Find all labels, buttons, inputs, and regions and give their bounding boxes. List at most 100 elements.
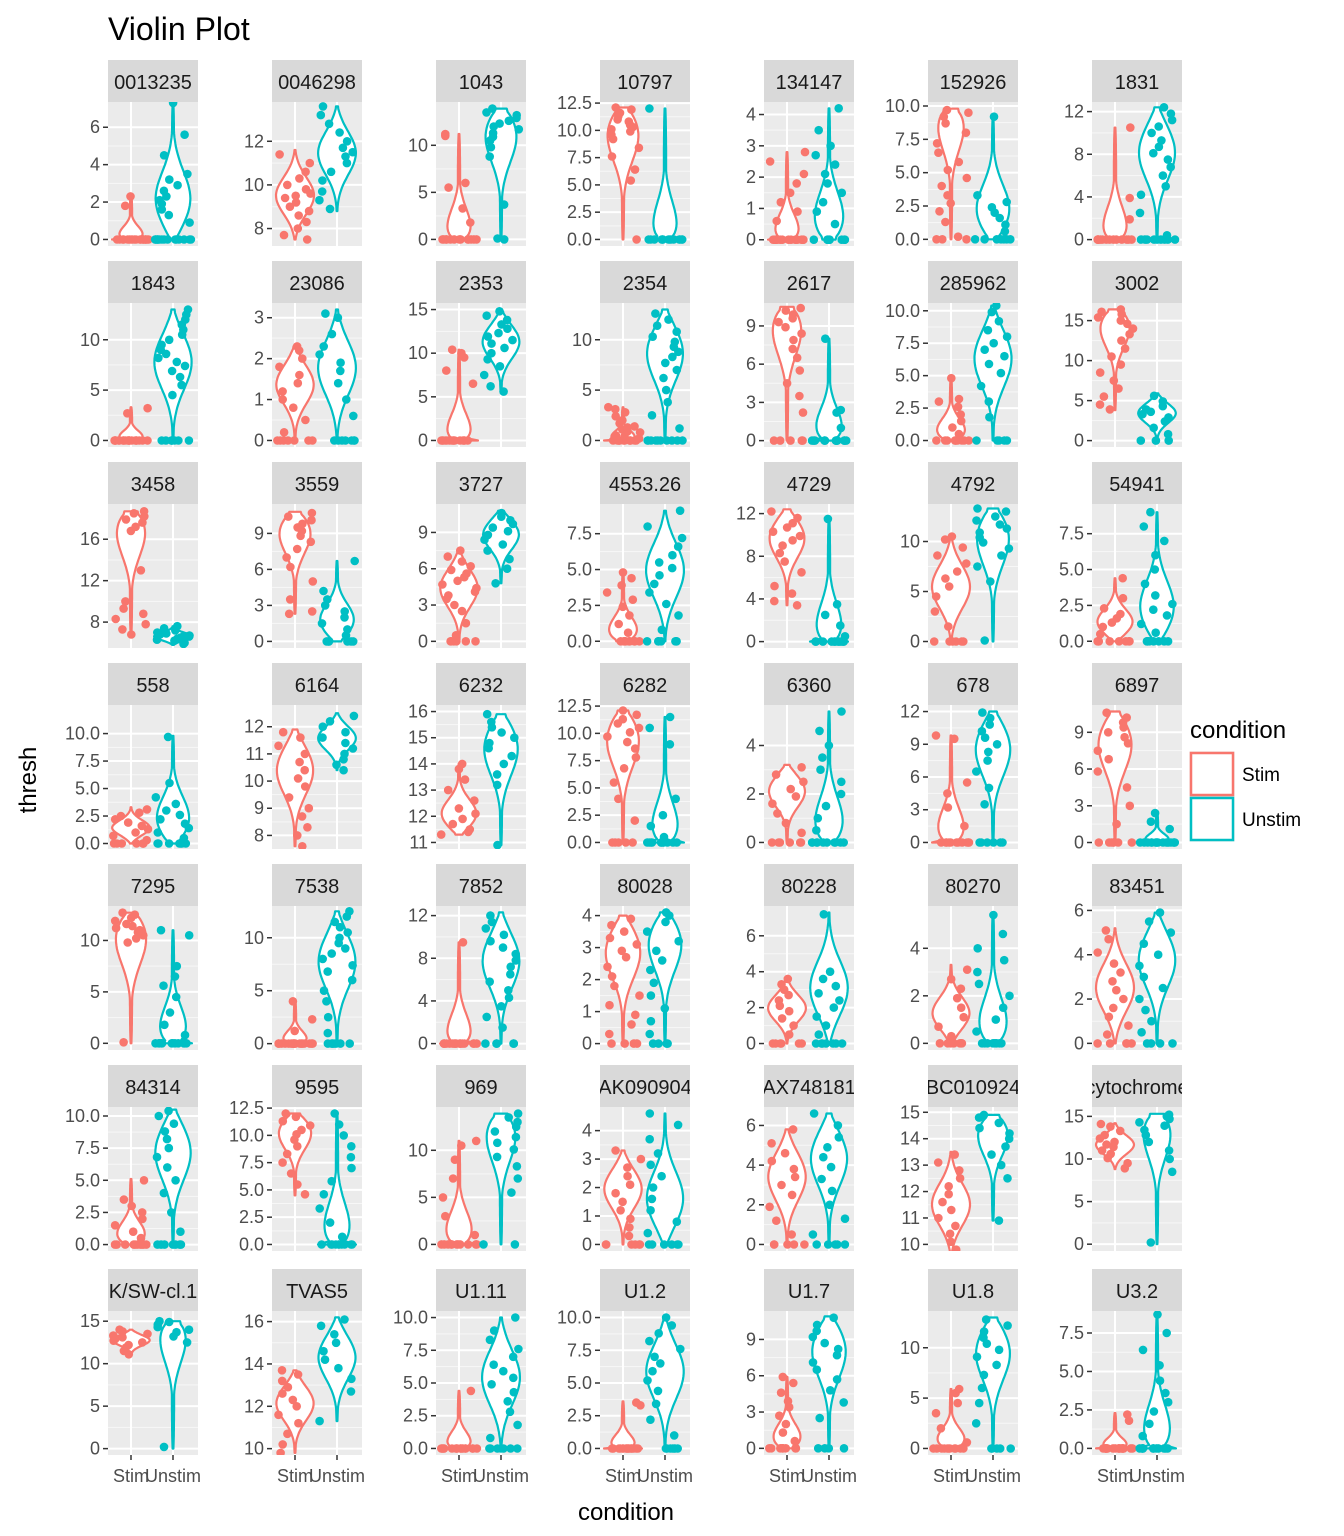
point-stim xyxy=(278,1389,287,1398)
point-stim xyxy=(1115,1126,1125,1136)
facet-strip xyxy=(108,663,198,705)
point-unstim xyxy=(1166,162,1175,172)
point-unstim xyxy=(327,329,337,339)
point-unstim xyxy=(654,1039,663,1048)
violin-layer xyxy=(274,102,358,244)
point-unstim xyxy=(183,169,192,179)
point-stim xyxy=(286,562,295,572)
point-unstim xyxy=(343,625,352,634)
point-stim xyxy=(933,551,942,560)
point-unstim xyxy=(814,125,823,135)
point-unstim xyxy=(975,1123,984,1133)
point-stim xyxy=(609,778,619,787)
point-unstim xyxy=(1159,637,1169,646)
point-stim xyxy=(1122,713,1131,722)
point-unstim xyxy=(834,1133,844,1142)
point-stim xyxy=(294,1418,303,1428)
point-unstim xyxy=(1164,413,1173,422)
point-unstim xyxy=(827,1186,837,1196)
point-stim xyxy=(1114,637,1124,646)
point-unstim xyxy=(832,436,842,445)
point-unstim xyxy=(186,235,196,244)
y-tick-label: 0 xyxy=(418,430,428,450)
point-stim xyxy=(931,731,941,740)
point-unstim xyxy=(813,813,823,823)
point-unstim xyxy=(652,946,661,956)
point-unstim xyxy=(1146,817,1156,826)
point-stim xyxy=(139,1176,149,1185)
point-stim xyxy=(1093,235,1103,244)
point-unstim xyxy=(974,1398,984,1408)
point-unstim xyxy=(991,512,1000,521)
point-stim xyxy=(279,428,289,437)
y-tick-label: 4 xyxy=(582,1121,592,1141)
point-unstim xyxy=(340,613,349,622)
violin-layer xyxy=(769,303,851,445)
point-stim xyxy=(1116,305,1126,314)
point-unstim xyxy=(981,1315,991,1324)
point-unstim xyxy=(648,1183,658,1192)
point-unstim xyxy=(663,1039,672,1048)
point-unstim xyxy=(509,1387,519,1397)
point-unstim xyxy=(643,522,652,531)
point-unstim xyxy=(826,141,835,151)
point-stim xyxy=(788,310,798,319)
point-stim xyxy=(788,536,797,545)
point-unstim xyxy=(175,372,185,382)
facet-strip xyxy=(436,462,526,504)
point-stim xyxy=(450,1155,460,1164)
y-tick-label: 0 xyxy=(418,1234,428,1254)
point-unstim xyxy=(491,579,500,588)
point-unstim xyxy=(645,1336,654,1346)
point-unstim xyxy=(655,571,664,580)
point-unstim xyxy=(165,778,174,788)
point-stim xyxy=(636,1154,646,1164)
point-stim xyxy=(275,150,284,159)
point-unstim xyxy=(1135,994,1144,1004)
point-stim xyxy=(790,1172,800,1182)
y-tick-label: 5 xyxy=(582,380,592,400)
y-tick-label: 0 xyxy=(910,832,920,852)
facet-label: 0013235 xyxy=(114,72,192,94)
facet-strip xyxy=(764,864,854,906)
point-stim xyxy=(956,984,966,993)
y-tick-label: 10.0 xyxy=(557,120,592,140)
point-stim xyxy=(139,507,149,516)
y-tick-label: 0 xyxy=(1074,1234,1084,1254)
point-unstim xyxy=(505,554,514,564)
y-tick-label: 12 xyxy=(244,131,264,151)
point-unstim xyxy=(1164,436,1173,445)
y-tick-label: 10 xyxy=(80,330,100,350)
point-stim xyxy=(292,342,302,351)
point-stim xyxy=(1094,637,1103,646)
point-stim xyxy=(295,174,304,183)
point-unstim xyxy=(340,1240,349,1249)
point-stim xyxy=(610,981,619,991)
y-tick-label: 4 xyxy=(746,105,756,125)
y-tick-label: 0.0 xyxy=(567,229,592,249)
violin-layer xyxy=(765,1313,849,1453)
point-unstim xyxy=(837,707,846,716)
point-stim xyxy=(954,429,964,439)
violin-layer xyxy=(274,1315,357,1455)
point-unstim xyxy=(1166,109,1176,118)
point-unstim xyxy=(175,810,185,820)
point-unstim xyxy=(350,436,359,445)
point-unstim xyxy=(348,637,358,646)
point-unstim xyxy=(650,1352,659,1362)
point-unstim xyxy=(341,152,350,161)
y-tick-label: 5.0 xyxy=(895,163,920,183)
point-stim xyxy=(953,402,963,412)
point-unstim xyxy=(821,1021,831,1030)
y-tick-label: 0 xyxy=(746,1438,756,1458)
point-unstim xyxy=(673,542,683,551)
point-stim xyxy=(634,723,644,733)
point-unstim xyxy=(335,933,344,943)
point-unstim xyxy=(341,727,350,737)
point-stim xyxy=(946,1039,956,1048)
point-stim xyxy=(114,436,124,445)
point-unstim xyxy=(821,801,831,811)
point-unstim xyxy=(349,711,359,721)
